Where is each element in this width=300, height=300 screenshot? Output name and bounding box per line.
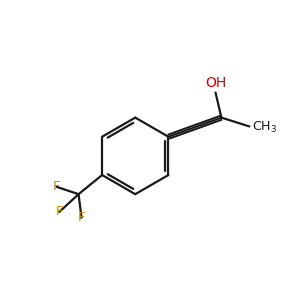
Text: OH: OH [205,76,226,90]
Text: F: F [78,211,85,224]
Text: F: F [53,180,60,193]
Text: F: F [56,205,63,218]
Text: CH$_3$: CH$_3$ [252,120,277,136]
